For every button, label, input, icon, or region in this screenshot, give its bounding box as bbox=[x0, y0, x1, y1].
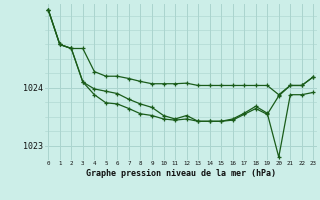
X-axis label: Graphe pression niveau de la mer (hPa): Graphe pression niveau de la mer (hPa) bbox=[86, 169, 276, 178]
